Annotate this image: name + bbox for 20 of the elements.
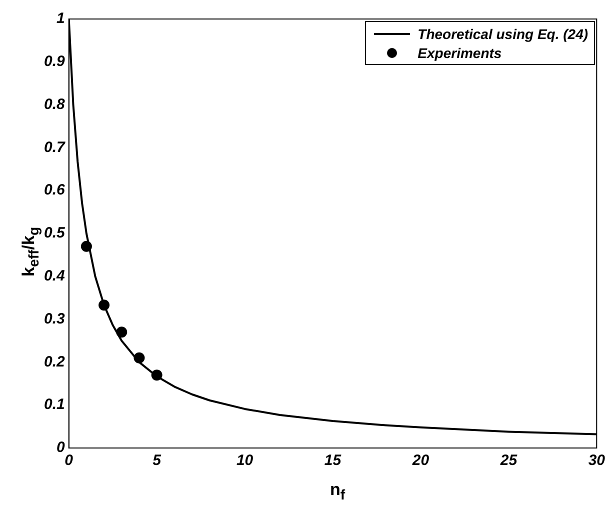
- y-tick-label: 0.6: [44, 182, 66, 199]
- x-axis-title: n$_{f}$: [330, 480, 346, 504]
- y-tick-label: 0.4: [44, 268, 66, 285]
- y-tick-label: 0.9: [44, 53, 66, 70]
- x-tick-label: 25: [499, 452, 518, 470]
- x-tick-label: 15: [324, 452, 342, 470]
- y-tick-label: 1: [56, 10, 65, 28]
- x-tick-label: 30: [588, 452, 606, 470]
- y-tick-label: 0: [56, 439, 66, 456]
- y-tick-label: 0.3: [44, 310, 66, 328]
- y-tick-label: 0.1: [44, 396, 65, 414]
- x-tick-label: 5: [152, 452, 162, 470]
- x-tick-label: 10: [236, 452, 254, 470]
- y-tick-label: 0.2: [44, 353, 66, 370]
- legend-label: Theoretical using Eq. (24): [418, 26, 588, 42]
- y-tick-label: 0.7: [44, 138, 66, 156]
- y-tick-label: 0.5: [44, 224, 66, 242]
- x-tick-label: 20: [411, 452, 430, 470]
- y-tick-label: 0.8: [44, 96, 66, 113]
- legend-label: Experiments: [418, 44, 502, 60]
